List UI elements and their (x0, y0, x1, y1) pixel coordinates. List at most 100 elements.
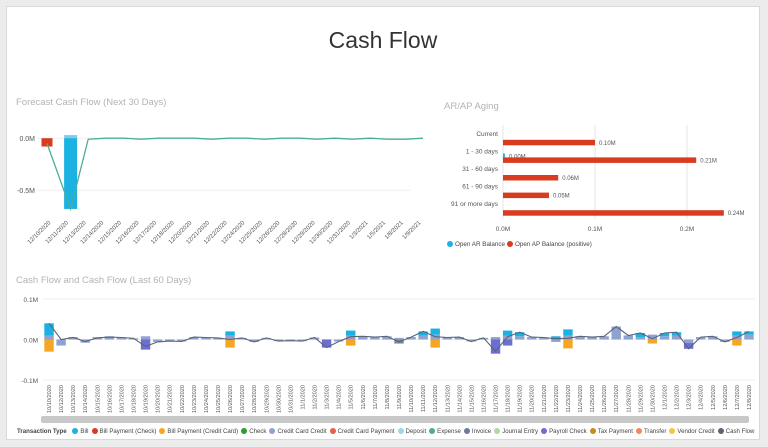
legend-item[interactable]: Journal Entry (494, 428, 538, 435)
cashflow-xtick-label: 12/5/2020 (711, 385, 717, 410)
cashflow-xtick-label: 10/26/2020 (228, 385, 234, 413)
legend-marker (159, 428, 166, 434)
legend-item[interactable]: Expense (429, 428, 461, 435)
cashflow-bar-segment (683, 342, 694, 349)
cashflow-bar-segment (454, 337, 465, 340)
legend-item[interactable]: Payroll Check (541, 428, 587, 435)
legend-label: Tax Payment (597, 428, 633, 435)
cashflow-bar-segment (333, 339, 344, 342)
legend-label: Cash Flow (725, 428, 755, 435)
legend-marker (635, 428, 642, 434)
legend-marker (91, 428, 98, 434)
cashflow-xtick-label: 11/20/2020 (530, 385, 536, 413)
cashflow-xtick-label: 10/14/2020 (83, 385, 89, 413)
legend-item[interactable]: Bill Payment (Check) (91, 428, 156, 435)
forecast-bar (64, 138, 78, 209)
cashflow-xtick-label: 10/17/2020 (119, 385, 125, 413)
cashflow-bar-segment (321, 339, 332, 348)
cashflow-xtick-label: 11/30/2020 (650, 385, 656, 413)
cashflow-bar-segment (249, 339, 259, 342)
cashflow-bar-segment (297, 339, 308, 342)
legend-item[interactable]: Invoice (463, 428, 491, 435)
cashflow-bar-segment (225, 335, 235, 340)
cashflow-ytick-label: -0.1M (21, 378, 38, 385)
cashflow-xtick-label: 12/8/2020 (747, 385, 753, 410)
forecast-bar (64, 135, 78, 139)
cashflow-bar-segment (189, 337, 199, 340)
legend-item[interactable]: Credit Card Payment (329, 428, 395, 435)
cashflow-bar-segment (309, 337, 320, 340)
cashflow-bar-segment (514, 336, 525, 340)
cashflow-xtick-label: 12/7/2020 (735, 385, 741, 410)
legend-item[interactable]: Bill (72, 428, 89, 435)
cashflow-bar-segment (466, 339, 477, 342)
ap-data-label: 0.06M (562, 176, 579, 182)
cashflow-bar-segment (539, 337, 549, 340)
cashflow-xtick-label: 10/16/2020 (107, 385, 113, 413)
cashflow-bar-segment (563, 335, 573, 340)
cashflow-xtick-label: 12/6/2020 (723, 385, 729, 410)
cashflow-bar-segment (285, 339, 296, 341)
cashflow-xtick-label: 10/12/2020 (59, 385, 65, 413)
forecast-chart: 0.0M-0.5M12/10/202012/11/202012/13/20201… (17, 135, 424, 246)
aging-xtick-label: 0.0M (496, 226, 510, 233)
cashflow-bar-segment (104, 336, 115, 340)
aging-xtick-label: 0.2M (680, 226, 694, 233)
legend-item[interactable]: Transfer (635, 428, 667, 435)
cashflow-xtick-label: 10/31/2020 (288, 385, 294, 413)
legend-item[interactable]: Credit Card Credit (269, 428, 327, 435)
aging-chart: 0.0M 0.1M 0.2M Current 0.10M 1 - 30 days 0.00M… (447, 125, 744, 248)
horizontal-scrollbar[interactable] (41, 416, 749, 423)
cashflow-xtick-label: 11/3/2020 (325, 385, 331, 409)
legend-item[interactable]: Check (241, 428, 266, 435)
cashflow-bar-segment (611, 326, 621, 340)
cashflow-bar-segment (647, 334, 658, 340)
cashflow-bar-segment (527, 337, 537, 340)
cashflow-bar-segment (575, 336, 585, 340)
ap-data-label: 0.21M (700, 158, 717, 164)
cashflow-bar-segment (514, 332, 525, 337)
legend-marker (494, 428, 501, 434)
aging-category-label: 31 - 60 days (462, 166, 499, 173)
cashflow-bar-segment (635, 337, 646, 340)
dashboard-canvas: Cash Flow Forecast Cash Flow (Next 30 Da… (6, 6, 760, 440)
cashflow-bar-segment (346, 335, 356, 340)
legend-label: Transfer (643, 428, 667, 435)
cashflow-xtick-label: 11/26/2020 (602, 385, 608, 413)
cashflow-xtick-label: 12/3/2020 (687, 385, 693, 410)
forecast-bar (41, 138, 53, 147)
cashflow-xtick-label: 11/22/2020 (554, 385, 560, 413)
forecast-line (46, 137, 424, 212)
legend-item[interactable]: Tax Payment (589, 428, 633, 435)
legend-label: Journal Entry (502, 428, 539, 435)
cashflow-bar-segment (587, 337, 597, 340)
cashflow-bar-segment (732, 331, 742, 336)
forecast-chart-title: Forecast Cash Flow (Next 30 Days) (16, 97, 167, 108)
cashflow-bar-segment (708, 336, 718, 340)
cashflow-bar-segment (225, 331, 235, 336)
cashflow-xtick-label: 10/25/2020 (216, 385, 222, 413)
ap-data-label: 0.10M (599, 141, 616, 147)
legend-marker (463, 428, 470, 434)
legend-item[interactable]: Cash Flow (717, 428, 755, 435)
ap-legend-marker (507, 241, 513, 247)
legend-title: Transaction Type (17, 428, 67, 435)
cashflow-xtick-label: 10/23/2020 (192, 385, 198, 413)
cashflow-bar-segment (659, 333, 670, 337)
cashflow-bar-segment (551, 339, 561, 342)
cashflow-bar-segment (165, 339, 175, 342)
legend-item[interactable]: Vendor Credit (669, 428, 715, 435)
cashflow-bar-segment (68, 337, 78, 340)
ap-balance-bar (503, 139, 595, 146)
legend-item[interactable]: Bill Payment (Credit Card) (159, 428, 238, 435)
cashflow-bar-segment (502, 330, 513, 336)
cashflow-bar-segment (551, 336, 561, 340)
cashflow-xtick-label: 11/29/2020 (638, 385, 644, 413)
cashflow-xtick-label: 10/18/2020 (132, 385, 138, 413)
cashflow-xtick-label: 12/1/2020 (662, 385, 668, 410)
cashflow-bar-segment (635, 333, 646, 338)
cashflow-bar-segment (225, 339, 235, 348)
legend-marker (541, 428, 548, 434)
legend-item[interactable]: Deposit (397, 428, 426, 435)
ap-balance-bar (503, 210, 724, 216)
